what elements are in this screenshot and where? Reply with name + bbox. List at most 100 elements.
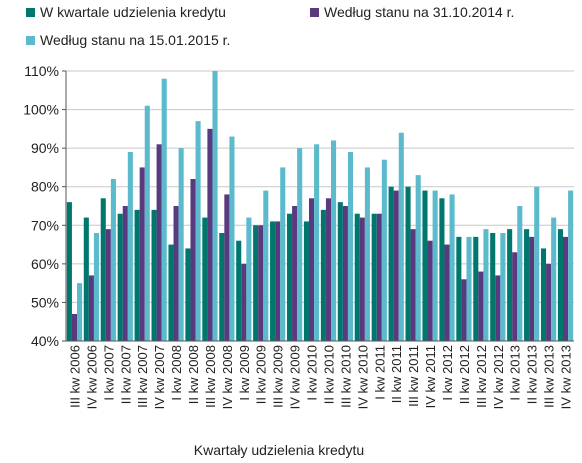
bar-series-3 (331, 140, 337, 341)
bar-series-1 (540, 248, 547, 341)
x-tick-label: IV kw 2008 (220, 345, 235, 409)
bar-series-2 (562, 236, 569, 341)
bar-series-1 (371, 213, 377, 341)
bar-series-1 (320, 209, 326, 341)
x-tick-label: III kw 2009 (271, 345, 286, 408)
y-tick-label: 80% (31, 179, 59, 195)
bar-series-3 (432, 190, 438, 341)
x-tick-label: II kw 2009 (254, 345, 269, 404)
bar-series-3 (483, 229, 489, 341)
bar-series-1 (100, 198, 106, 341)
bar-series-3 (347, 152, 354, 341)
bar-series-1 (219, 233, 225, 341)
x-tick-label: IV kw 2011 (423, 345, 438, 408)
bar-series-2 (88, 275, 94, 341)
bar-series-2 (342, 206, 348, 341)
bar-series-2 (190, 179, 196, 341)
x-tick-label: III kw 2012 (474, 345, 489, 408)
x-tick-label: II kw 2010 (321, 345, 336, 404)
bar-series-1 (337, 202, 343, 341)
bar-series-2 (512, 252, 518, 341)
bar-series-3 (280, 167, 286, 341)
y-axis-ticks: 40% 50% 60% 70% 80% 90% 100% 110% (23, 63, 66, 349)
x-axis-label: Kwartały udzielenia kredytu (194, 442, 364, 458)
bar-series-2 (275, 221, 281, 341)
bar-series-2 (461, 279, 467, 341)
bar-series-1 (253, 225, 259, 341)
bar-series-3 (212, 71, 218, 341)
y-tick-label: 110% (24, 63, 59, 79)
y-tick-label: 60% (31, 256, 59, 272)
x-tick-label: III kw 2006 (67, 345, 82, 408)
x-tick-label: I kw 2013 (508, 345, 523, 401)
bar-series-3 (449, 194, 455, 341)
x-tick-label: I kw 2010 (305, 345, 320, 401)
bar-series-3 (93, 233, 100, 341)
bar-series-2 (173, 206, 179, 341)
y-tick-label: 90% (31, 140, 59, 156)
bar-series-1 (490, 233, 496, 341)
bar-series-3 (314, 144, 320, 341)
bar-series-2 (224, 194, 230, 341)
y-tick-label: 70% (31, 217, 59, 233)
x-axis-ticks: III kw 2006 IV kw 2006 I kw 2007 II kw 2007… (67, 345, 573, 409)
x-tick-label: I kw 2011 (372, 345, 387, 400)
bar-series-2 (410, 229, 416, 341)
x-tick-label: I kw 2008 (169, 345, 184, 401)
bar-series-1 (473, 236, 479, 341)
bar-series-1 (236, 240, 242, 341)
legend-label-series-3: Według stanu na 15.01.2015 r. (40, 32, 231, 48)
y-tick-label: 50% (31, 294, 59, 310)
legend-item-series-1: W kwartale udzielenia kredytu (26, 4, 226, 20)
bar-series-1 (270, 221, 276, 341)
bar-series-1 (66, 202, 72, 341)
bar-series-2 (207, 128, 213, 341)
bar-series-2 (325, 198, 332, 341)
bar-series-2 (393, 190, 399, 341)
bar-series-3 (127, 152, 133, 341)
x-tick-label: III kw 2008 (203, 345, 218, 408)
bar-series-3 (195, 121, 201, 341)
bar-series-1 (303, 221, 309, 341)
legend-label-series-2: Według stanu na 31.10.2014 r. (324, 4, 515, 20)
bar-series-1 (507, 229, 513, 341)
bar-series-3 (246, 217, 252, 341)
bar-series-3 (297, 148, 303, 341)
bar-series-3 (263, 190, 269, 341)
bar-series-2 (546, 263, 552, 341)
bar-series-3 (415, 175, 421, 341)
y-tick-label: 100% (23, 102, 59, 118)
x-tick-label: IV kw 2010 (355, 345, 370, 409)
bar-series-3 (551, 217, 557, 341)
bar-series-2 (71, 314, 78, 341)
bar-series-3 (466, 236, 472, 341)
x-tick-label: I kw 2009 (237, 345, 252, 401)
bar-series-1 (117, 213, 123, 341)
x-tick-label: IV kw 2009 (288, 345, 303, 409)
bar-series-2 (258, 225, 264, 341)
legend-item-series-3: Według stanu na 15.01.2015 r. (26, 32, 230, 48)
bar-series-3 (517, 206, 523, 341)
legend-item-series-2: Według stanu na 31.10.2014 r. (310, 4, 514, 20)
bar-series-1 (405, 186, 411, 341)
bar-series-2 (241, 263, 247, 341)
axes (65, 71, 574, 342)
bar-series-3 (568, 190, 574, 341)
bar-series-2 (529, 236, 535, 341)
bar-series-1 (168, 244, 174, 341)
bar-series-1 (422, 190, 428, 341)
bar-series-1 (557, 229, 563, 341)
legend-swatch-series-3 (26, 35, 35, 45)
bar-series-2 (156, 144, 162, 341)
bar-series-1 (83, 217, 89, 341)
x-tick-label: IV kw 2006 (84, 345, 99, 409)
x-tick-label: IV kw 2007 (152, 345, 167, 409)
bar-series-2 (444, 244, 450, 341)
x-tick-label: II kw 2013 (525, 345, 540, 404)
bar-series-2 (495, 275, 501, 341)
bar-series-3 (77, 283, 83, 341)
bar-series-2 (359, 217, 365, 341)
bars (66, 71, 574, 342)
bar-series-3 (144, 105, 150, 342)
